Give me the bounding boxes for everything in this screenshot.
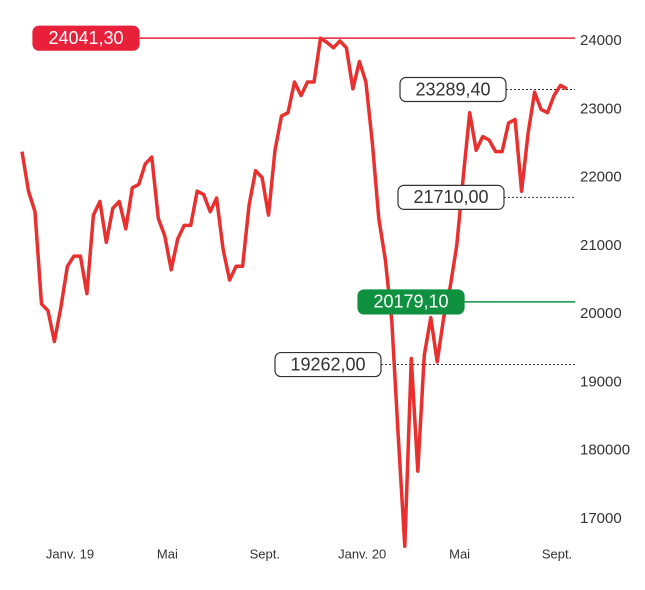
y-tick-label: 23000: [580, 100, 622, 117]
y-tick-label: 180000: [580, 442, 630, 459]
annotation-label: 21710,00: [413, 187, 488, 207]
annotation-box: [274, 351, 382, 378]
x-tick-label: Mai: [157, 546, 178, 561]
annotation-box: [32, 25, 140, 51]
annotation-box: [399, 76, 507, 103]
annotation-box: [397, 184, 505, 210]
x-tick-label: Janv. 19: [46, 546, 94, 561]
y-tick-label: 21000: [580, 237, 622, 254]
annotation-label: 19262,00: [290, 354, 365, 374]
y-tick-label: 24000: [580, 32, 622, 49]
x-tick-label: Sept.: [250, 546, 280, 561]
annotation-label: 24041,30: [48, 28, 123, 48]
annotation-box: [357, 289, 465, 315]
annotation-label: 23289,40: [415, 79, 490, 99]
y-tick-label: 20000: [580, 305, 622, 322]
price-line: [20, 36, 568, 549]
annotation-label: 20179,10: [373, 292, 448, 312]
y-tick-label: 17000: [580, 510, 622, 527]
x-tick-label: Sept.: [542, 546, 572, 561]
y-tick-label: 19000: [580, 373, 622, 390]
y-tick-label: 22000: [580, 169, 622, 186]
x-tick-label: Mai: [449, 546, 470, 561]
x-tick-label: Janv. 20: [338, 546, 386, 561]
